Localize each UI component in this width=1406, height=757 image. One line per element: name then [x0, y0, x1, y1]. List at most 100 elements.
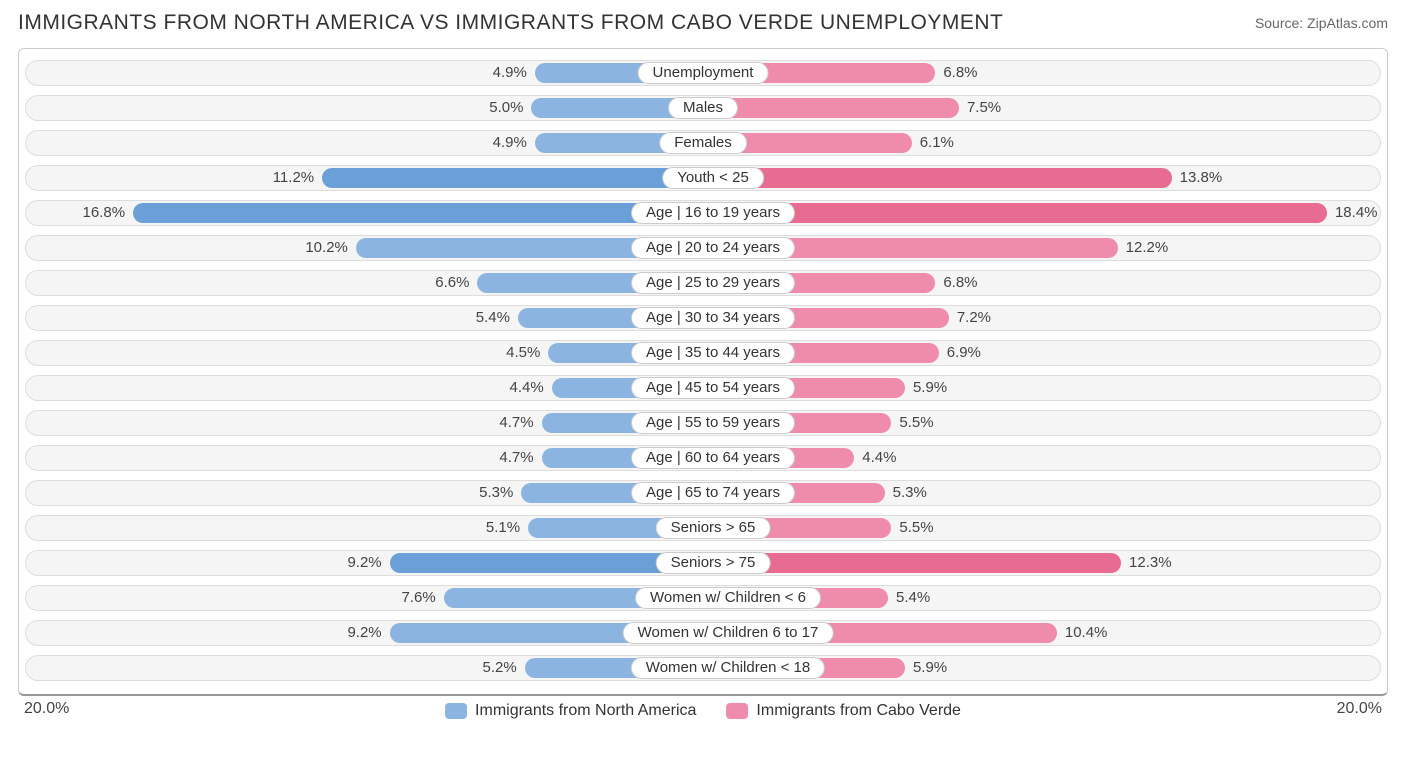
- row-left-half: 4.7%: [25, 440, 700, 475]
- left-value-label: 11.2%: [265, 169, 322, 186]
- left-value-label: 4.9%: [485, 134, 535, 151]
- row-right-half: 13.8%: [706, 160, 1381, 195]
- row-right-half: 5.9%: [706, 370, 1381, 405]
- row-left-half: 4.9%: [25, 125, 700, 160]
- right-value-label: 7.2%: [949, 309, 999, 326]
- chart-row: 5.4% 7.2% Age | 30 to 34 years: [19, 300, 1387, 335]
- axis-max-left: 20.0%: [24, 700, 69, 718]
- left-value-label: 5.3%: [471, 484, 521, 501]
- legend: Immigrants from North America Immigrants…: [445, 702, 961, 720]
- category-pill: Age | 45 to 54 years: [631, 377, 795, 399]
- row-left-half: 5.3%: [25, 475, 700, 510]
- right-value-label: 7.5%: [959, 99, 1009, 116]
- row-left-half: 5.0%: [25, 90, 700, 125]
- row-right-half: 12.2%: [706, 230, 1381, 265]
- row-left-half: 10.2%: [25, 230, 700, 265]
- source-prefix: Source:: [1255, 15, 1307, 31]
- right-value-label: 6.9%: [939, 344, 989, 361]
- category-pill: Women w/ Children < 6: [635, 587, 821, 609]
- category-pill: Age | 55 to 59 years: [631, 412, 795, 434]
- category-pill: Women w/ Children < 18: [631, 657, 825, 679]
- row-left-half: 4.9%: [25, 55, 700, 90]
- chart-row: 6.6% 6.8% Age | 25 to 29 years: [19, 265, 1387, 300]
- chart-title: IMMIGRANTS FROM NORTH AMERICA VS IMMIGRA…: [18, 11, 1003, 35]
- chart-row: 5.1% 5.5% Seniors > 65: [19, 510, 1387, 545]
- row-right-half: 5.5%: [706, 405, 1381, 440]
- legend-label-left: Immigrants from North America: [475, 702, 696, 720]
- chart-row: 11.2% 13.8% Youth < 25: [19, 160, 1387, 195]
- row-left-half: 11.2%: [25, 160, 700, 195]
- right-value-label: 6.8%: [935, 274, 985, 291]
- left-bar: [322, 168, 700, 188]
- chart-row: 4.9% 6.8% Unemployment: [19, 55, 1387, 90]
- right-value-label: 6.8%: [935, 64, 985, 81]
- right-value-label: 10.4%: [1057, 624, 1116, 641]
- left-value-label: 4.7%: [491, 414, 541, 431]
- right-value-label: 5.3%: [885, 484, 935, 501]
- chart-row: 4.7% 5.5% Age | 55 to 59 years: [19, 405, 1387, 440]
- right-bar: [706, 98, 959, 118]
- row-right-half: 6.1%: [706, 125, 1381, 160]
- category-pill: Age | 30 to 34 years: [631, 307, 795, 329]
- chart-row: 4.9%6.1%Females: [19, 125, 1387, 160]
- chart-source: Source: ZipAtlas.com: [1255, 15, 1388, 31]
- row-left-half: 9.2%: [25, 615, 700, 650]
- right-value-label: 5.9%: [905, 659, 955, 676]
- chart-header: IMMIGRANTS FROM NORTH AMERICA VS IMMIGRA…: [0, 0, 1406, 40]
- left-value-label: 4.5%: [498, 344, 548, 361]
- right-bar: [706, 168, 1172, 188]
- left-value-label: 6.6%: [427, 274, 477, 291]
- right-value-label: 12.2%: [1118, 239, 1177, 256]
- left-value-label: 5.1%: [478, 519, 528, 536]
- left-value-label: 4.9%: [485, 64, 535, 81]
- right-value-label: 5.5%: [891, 414, 941, 431]
- axis-max-right: 20.0%: [1337, 700, 1382, 718]
- legend-swatch-left: [445, 703, 467, 719]
- left-value-label: 9.2%: [339, 554, 389, 571]
- right-value-label: 13.8%: [1172, 169, 1231, 186]
- right-value-label: 5.4%: [888, 589, 938, 606]
- category-pill: Age | 60 to 64 years: [631, 447, 795, 469]
- legend-swatch-right: [726, 703, 748, 719]
- legend-label-right: Immigrants from Cabo Verde: [756, 702, 961, 720]
- category-pill: Age | 35 to 44 years: [631, 342, 795, 364]
- chart-row: 9.2% 10.4% Women w/ Children 6 to 17: [19, 615, 1387, 650]
- row-left-half: 5.1%: [25, 510, 700, 545]
- category-pill: Youth < 25: [662, 167, 764, 189]
- row-left-half: 7.6%: [25, 580, 700, 615]
- row-right-half: 5.3%: [706, 475, 1381, 510]
- right-value-label: 5.9%: [905, 379, 955, 396]
- row-left-half: 6.6%: [25, 265, 700, 300]
- category-pill: Unemployment: [638, 62, 769, 84]
- source-name: ZipAtlas.com: [1307, 15, 1388, 31]
- category-pill: Women w/ Children 6 to 17: [623, 622, 834, 644]
- chart-row: 4.7%4.4%Age | 60 to 64 years: [19, 440, 1387, 475]
- category-pill: Age | 16 to 19 years: [631, 202, 795, 224]
- row-right-half: 7.2%: [706, 300, 1381, 335]
- left-value-label: 16.8%: [75, 204, 134, 221]
- row-right-half: 7.5%: [706, 90, 1381, 125]
- chart-row: 4.5% 6.9% Age | 35 to 44 years: [19, 335, 1387, 370]
- category-pill: Seniors > 75: [656, 552, 771, 574]
- chart-row: 16.8% 18.4%Age | 16 to 19 years: [19, 195, 1387, 230]
- left-value-label: 4.4%: [502, 379, 552, 396]
- chart-row: 5.3% 5.3% Age | 65 to 74 years: [19, 475, 1387, 510]
- row-left-half: 5.4%: [25, 300, 700, 335]
- left-bar: [133, 203, 700, 223]
- row-right-half: 18.4%: [706, 195, 1381, 230]
- right-value-label: 5.5%: [891, 519, 941, 536]
- category-pill: Age | 25 to 29 years: [631, 272, 795, 294]
- left-value-label: 10.2%: [297, 239, 356, 256]
- chart-row: 9.2% 12.3% Seniors > 75: [19, 545, 1387, 580]
- row-right-half: 4.4%: [706, 440, 1381, 475]
- legend-item-left: Immigrants from North America: [445, 702, 696, 720]
- chart-row: 4.4% 5.9% Age | 45 to 54 years: [19, 370, 1387, 405]
- category-pill: Males: [668, 97, 738, 119]
- left-bar: [390, 553, 701, 573]
- left-value-label: 9.2%: [339, 624, 389, 641]
- category-pill: Age | 65 to 74 years: [631, 482, 795, 504]
- row-left-half: 4.7%: [25, 405, 700, 440]
- category-pill: Seniors > 65: [656, 517, 771, 539]
- right-value-label: 12.3%: [1121, 554, 1180, 571]
- row-right-half: 6.9%: [706, 335, 1381, 370]
